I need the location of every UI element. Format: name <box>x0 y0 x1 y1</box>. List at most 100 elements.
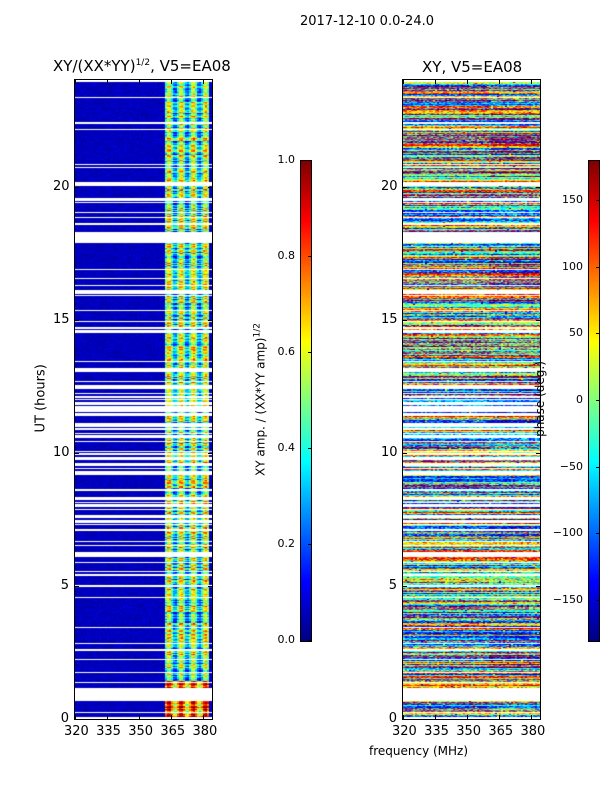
y-tick <box>75 719 79 720</box>
phase-colorbar <box>588 160 600 642</box>
colorbar-tick-label: 0 <box>576 393 583 406</box>
x-tick-label: 350 <box>456 724 482 739</box>
y-tick-label: 15 <box>381 311 398 327</box>
x-tick-label: 320 <box>64 724 89 739</box>
x-tick <box>467 715 469 719</box>
colorbar-tick-label: −150 <box>552 593 583 606</box>
amplitude-heatmap <box>75 80 212 719</box>
x-tick <box>499 715 501 719</box>
y-tick <box>403 585 407 587</box>
colorbar-tick <box>308 544 312 545</box>
y-tick-label: 10 <box>381 444 398 460</box>
colorbar-tick <box>596 533 600 535</box>
x-tick <box>107 80 109 84</box>
y-tick-label: 15 <box>53 311 70 327</box>
y-tick <box>75 585 79 587</box>
y-tick <box>536 719 540 720</box>
colorbar-tick-label: 0.0 <box>277 633 296 646</box>
x-tick <box>107 715 109 719</box>
colorbar-tick <box>596 466 600 468</box>
colorbar-tick <box>596 400 600 401</box>
y-tick-label: 10 <box>53 444 70 460</box>
left-title-main: XY/(XX*YY) <box>53 57 136 75</box>
x-tick-label: 380 <box>192 724 218 739</box>
x-tick <box>203 715 205 719</box>
colorbar-tick-label: 50 <box>569 326 583 340</box>
y-tick-label: 5 <box>60 577 69 593</box>
x-tick <box>139 715 141 719</box>
y-tick <box>75 319 79 321</box>
x-tick-label: 350 <box>128 724 154 739</box>
colorbar-tick <box>308 448 312 449</box>
x-tick-label: 320 <box>392 724 417 739</box>
y-tick-label: 20 <box>381 178 398 194</box>
y-tick-label: 20 <box>53 178 70 194</box>
x-tick <box>499 80 501 84</box>
y-tick-label: 0 <box>388 711 397 726</box>
y-tick <box>403 319 407 321</box>
y-tick <box>536 186 540 188</box>
x-tick <box>75 80 76 84</box>
colorbar-tick-label: 0.8 <box>277 249 296 262</box>
colorbar-tick-label: 0.4 <box>277 441 296 454</box>
colorbar-tick <box>308 352 312 353</box>
colorbar-tick-label: 100 <box>562 259 583 273</box>
colorbar-tick <box>308 160 312 161</box>
y-tick <box>75 452 79 454</box>
left-title-suffix: , V5=EA08 <box>150 57 231 75</box>
colorbar-tick-label: −100 <box>552 526 583 540</box>
y-tick <box>536 319 540 321</box>
y-tick-label: 0 <box>60 711 69 726</box>
colorbar-tick-label: 0.2 <box>277 537 296 550</box>
colorbar-tick <box>308 640 312 641</box>
right-title: XY, V5=EA08 <box>422 58 523 76</box>
y-tick <box>403 452 407 454</box>
colorbar-tick <box>308 256 312 257</box>
y-tick <box>208 719 212 720</box>
y-tick <box>208 319 212 321</box>
y-tick <box>208 585 212 587</box>
y-tick <box>536 452 540 454</box>
x-tick-label: 335 <box>96 724 121 739</box>
right-axes-frame <box>402 79 541 720</box>
x-tick-label: 365 <box>488 724 514 739</box>
suptitle: 2017-12-10 0.0-24.0 <box>300 14 434 29</box>
colorbar-tick <box>596 266 600 268</box>
amp-colorbar-label-sup: 1/2 <box>252 323 263 338</box>
y-tick <box>75 186 79 188</box>
x-tick-label: 380 <box>520 724 546 739</box>
y-tick <box>208 186 212 188</box>
colorbar-tick-label: 1.0 <box>277 153 296 166</box>
x-tick <box>531 80 533 84</box>
y-tick <box>403 719 407 720</box>
x-tick <box>435 80 437 84</box>
amp-colorbar-label-main: XY amp. / (XX*YY amp) <box>253 337 268 476</box>
colorbar-tick <box>596 600 600 601</box>
y-tick <box>403 186 407 188</box>
x-tick-label: 365 <box>160 724 186 739</box>
colorbar-tick <box>596 200 600 201</box>
colorbar-tick-label: 0.6 <box>277 345 296 358</box>
x-tick <box>75 715 76 719</box>
x-tick <box>139 80 141 84</box>
x-tick <box>403 715 404 719</box>
x-tick <box>171 715 173 719</box>
x-tick <box>435 715 437 719</box>
xlabel: frequency (MHz) <box>369 744 469 758</box>
y-tick <box>208 452 212 454</box>
y-tick <box>536 585 540 587</box>
left-title: XY/(XX*YY)1/2, V5=EA08 <box>53 57 231 75</box>
colorbar-tick-label: −50 <box>559 459 583 473</box>
phase-heatmap <box>403 80 540 719</box>
x-tick <box>403 80 404 84</box>
amplitude-colorbar <box>300 160 312 642</box>
left-axes-frame <box>74 79 213 720</box>
amp-colorbar-label: XY amp. / (XX*YY amp)1/2 <box>253 305 268 495</box>
left-ylabel: UT (hours) <box>33 364 49 433</box>
x-tick <box>467 80 469 84</box>
y-tick-label: 5 <box>388 577 397 593</box>
x-tick <box>171 80 173 84</box>
colorbar-tick <box>596 333 600 335</box>
x-tick <box>531 715 533 719</box>
x-tick-label: 335 <box>424 724 449 739</box>
